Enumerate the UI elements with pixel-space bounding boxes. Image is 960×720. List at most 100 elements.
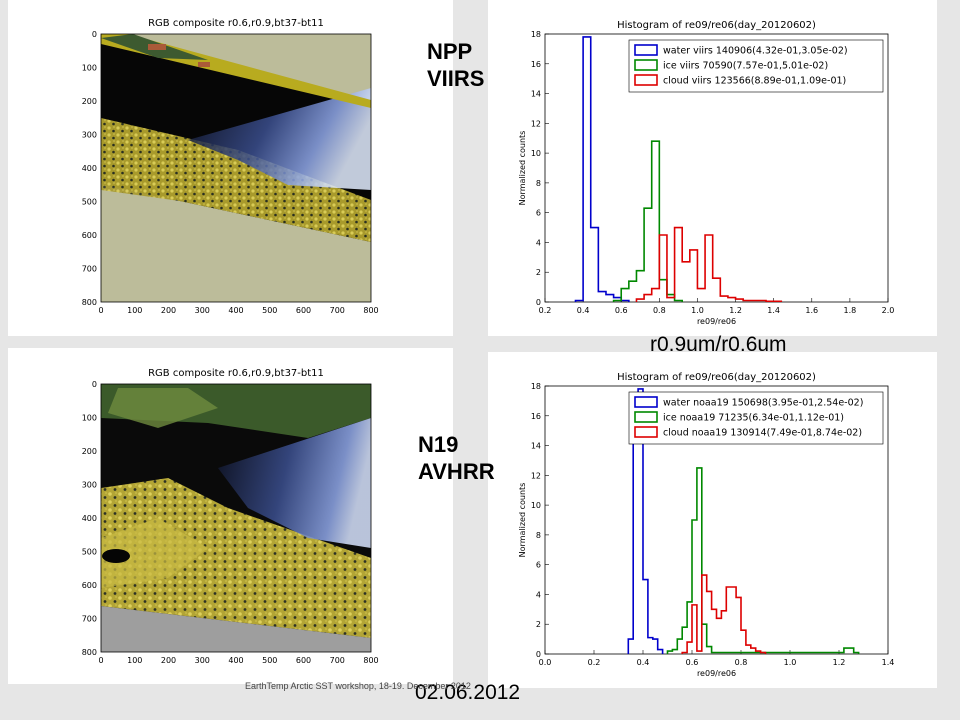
chart-title: Histogram of re09/re06(day_20120602) [617, 372, 816, 383]
tick-label: 100 [82, 64, 97, 73]
x-tick-label: 0.6 [615, 306, 628, 315]
tick-label: 100 [127, 656, 142, 665]
tick-label: 200 [161, 306, 176, 315]
tick-label: 400 [228, 306, 243, 315]
y-tick-label: 12 [531, 119, 541, 128]
tick-label: 600 [296, 306, 311, 315]
tick-label: 500 [262, 306, 277, 315]
legend-label: water viirs 140906(4.32e-01,3.05e-02) [663, 46, 848, 57]
legend-label: cloud noaa19 130914(7.49e-01,8.74e-02) [663, 428, 862, 439]
y-tick-label: 2 [536, 268, 541, 277]
n19-image-panel: RGB composite r0.6,r0.9,bt37-bt11 0 100 … [8, 348, 453, 684]
avhrr-histogram-chart: Histogram of re09/re06(day_20120602)0.0 0… [518, 372, 895, 678]
legend-box [628, 391, 884, 445]
y-tick-label: 18 [531, 382, 541, 391]
y-tick-label: 4 [536, 590, 541, 599]
legend-box [628, 39, 884, 93]
tick-label: 500 [262, 656, 277, 665]
tick-label: 0 [92, 380, 97, 389]
tick-label: 300 [82, 481, 97, 490]
tick-label: 300 [82, 131, 97, 140]
x-tick-label: 1.8 [844, 306, 857, 315]
y-tick-label: 14 [531, 90, 541, 99]
histogram-series-2 [635, 226, 783, 303]
y-tick-label: 0 [536, 298, 541, 307]
tick-label: 300 [195, 656, 210, 665]
tick-label: 700 [82, 615, 97, 624]
tick-label: 400 [228, 656, 243, 665]
y-axis-label: Normalized counts [518, 131, 527, 206]
y-axis-label: Normalized counts [518, 483, 527, 558]
npp-image-panel: RGB composite r0.6,r0.9,bt37-bt11 0 100 … [8, 0, 453, 336]
tick-label: 100 [127, 306, 142, 315]
tick-label: 0 [92, 30, 97, 39]
tick-label: 0 [98, 656, 103, 665]
y-tick-label: 0 [536, 650, 541, 659]
x-tick-label: 1.0 [784, 658, 797, 667]
npp-label-line2: VIIRS [427, 66, 485, 91]
legend-swatch [634, 44, 658, 56]
tick-label: 300 [195, 306, 210, 315]
x-tick-label: 0.8 [653, 306, 666, 315]
tick-label: 400 [82, 164, 97, 173]
tick-label: 200 [161, 656, 176, 665]
tick-label: 400 [82, 514, 97, 523]
tick-label: 600 [296, 656, 311, 665]
x-axis-label: re09/re06 [697, 669, 736, 678]
n19-label-line2: AVHRR [418, 459, 495, 484]
npp-image-y-ticks: 0 100 200 300 400 500 600 700 800 [82, 30, 97, 307]
tick-label: 800 [82, 298, 97, 307]
npp-image-x-ticks: 0 100 200 300 400 500 600 700 800 [98, 306, 378, 315]
legend-swatch [634, 74, 658, 86]
histogram-series-1 [666, 467, 860, 654]
legend-label: water noaa19 150698(3.95e-01,2.54e-02) [663, 398, 863, 409]
x-tick-label: 1.0 [691, 306, 704, 315]
tick-label: 600 [82, 231, 97, 240]
avhrr-histogram-panel: Histogram of re09/re06(day_20120602) 0.0 0… [488, 352, 937, 688]
legend-swatch [634, 59, 658, 71]
date-label: 02.06.2012 [415, 681, 521, 704]
tick-label: 800 [363, 656, 378, 665]
x-tick-label: 1.4 [767, 306, 780, 315]
x-tick-label: 1.2 [729, 306, 742, 315]
y-tick-label: 16 [531, 60, 541, 69]
chart-title: Histogram of re09/re06(day_20120602) [617, 20, 816, 31]
footer-text: EarthTemp Arctic SST workshop, 18-19. De… [245, 681, 471, 691]
tick-label: 200 [82, 97, 97, 106]
npp-viirs-label: NPP VIIRS [427, 38, 484, 92]
x-tick-label: 1.4 [882, 658, 895, 667]
viirs-histogram-panel: Histogram of re09/re06(day_20120602) 0.2 0… [488, 0, 937, 336]
tick-label: 500 [82, 198, 97, 207]
x-tick-label: 0.8 [735, 658, 748, 667]
n19-image-title: RGB composite r0.6,r0.9,bt37-bt11 [148, 368, 324, 379]
tick-label: 600 [82, 581, 97, 590]
legend-label: ice noaa19 71235(6.34e-01,1.12e-01) [663, 413, 844, 424]
y-tick-label: 10 [531, 501, 541, 510]
x-tick-label: 1.6 [805, 306, 818, 315]
y-tick-label: 12 [531, 471, 541, 480]
y-tick-label: 8 [536, 179, 541, 188]
x-tick-label: 0.0 [539, 658, 552, 667]
ratio-label: r0.9um/r0.6um [650, 333, 787, 356]
x-tick-label: 0.4 [637, 658, 650, 667]
y-tick-label: 6 [536, 561, 541, 570]
y-tick-label: 10 [531, 149, 541, 158]
legend-swatch [634, 411, 658, 423]
y-tick-label: 2 [536, 620, 541, 629]
x-tick-label: 0.6 [686, 658, 699, 667]
y-tick-label: 18 [531, 30, 541, 39]
x-tick-label: 0.2 [539, 306, 552, 315]
legend-swatch [634, 396, 658, 408]
tick-label: 700 [330, 306, 345, 315]
legend-label: ice viirs 70590(7.57e-01,5.01e-02) [663, 61, 828, 72]
tick-label: 700 [330, 656, 345, 665]
n19-image-y-ticks: 0 100 200 300 400 500 600 700 800 [82, 380, 97, 657]
tick-label: 0 [98, 306, 103, 315]
npp-rgb-composite-plot: RGB composite r0.6,r0.9,bt37-bt11 0 100 … [82, 18, 379, 315]
viirs-histogram-chart: Histogram of re09/re06(day_20120602)0.2 0… [518, 20, 894, 326]
legend-label: cloud viirs 123566(8.89e-01,1.09e-01) [663, 76, 846, 87]
n19-rgb-composite-plot: RGB composite r0.6,r0.9,bt37-bt11 0 100 … [82, 368, 379, 665]
histogram-series-2 [681, 574, 767, 654]
n19-label-line1: N19 [418, 432, 459, 457]
x-tick-label: 0.4 [577, 306, 590, 315]
